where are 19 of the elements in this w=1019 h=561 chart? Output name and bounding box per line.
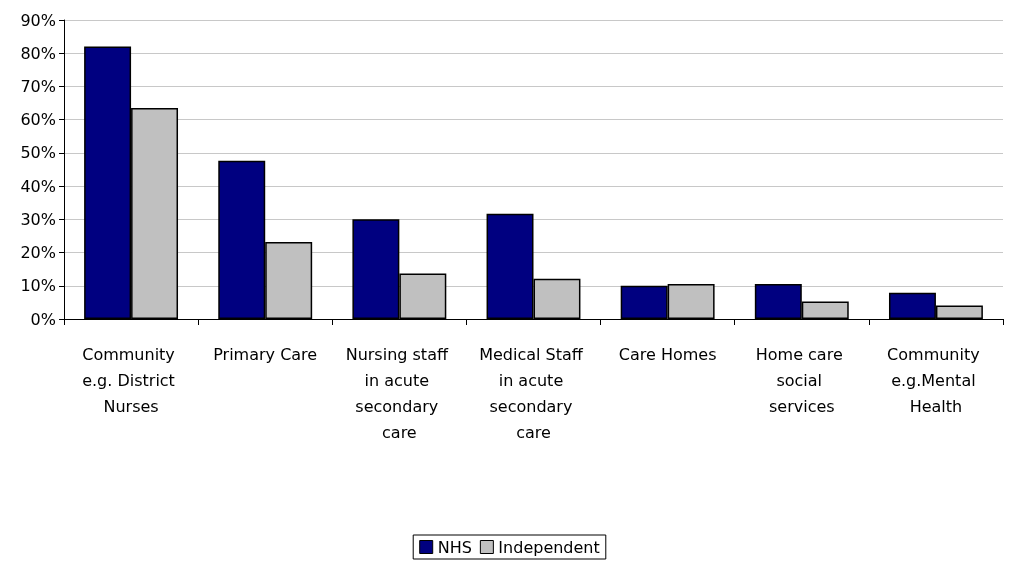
y-tick-label: 40% bbox=[20, 176, 56, 196]
x-tick-label: Medical Staff in acute secondary care bbox=[479, 344, 588, 442]
y-tick-label: 90% bbox=[20, 10, 56, 30]
legend-label: NHS bbox=[437, 537, 472, 557]
x-tick-label: Care Homes bbox=[618, 344, 717, 364]
x-tick-label: Home care social services bbox=[755, 344, 848, 416]
y-tick-label: 70% bbox=[20, 76, 56, 96]
x-tick-label: Nursing staff in acute secondary care bbox=[345, 344, 454, 442]
y-tick-label: 10% bbox=[20, 276, 56, 296]
y-tick-label: 30% bbox=[20, 209, 56, 229]
x-tick-label: Primary Care bbox=[213, 344, 318, 364]
x-tick-label: Community e.g. District Nurses bbox=[82, 344, 180, 416]
x-tick-label: Community e.g.Mental Health bbox=[887, 344, 985, 416]
y-tick-label: 0% bbox=[30, 309, 56, 329]
y-tick-label: 20% bbox=[20, 243, 56, 263]
y-tick-label: 50% bbox=[20, 143, 56, 163]
y-tick-label: 60% bbox=[20, 110, 56, 130]
y-tick-label: 80% bbox=[20, 43, 56, 63]
legend-label: Independent bbox=[498, 537, 600, 557]
